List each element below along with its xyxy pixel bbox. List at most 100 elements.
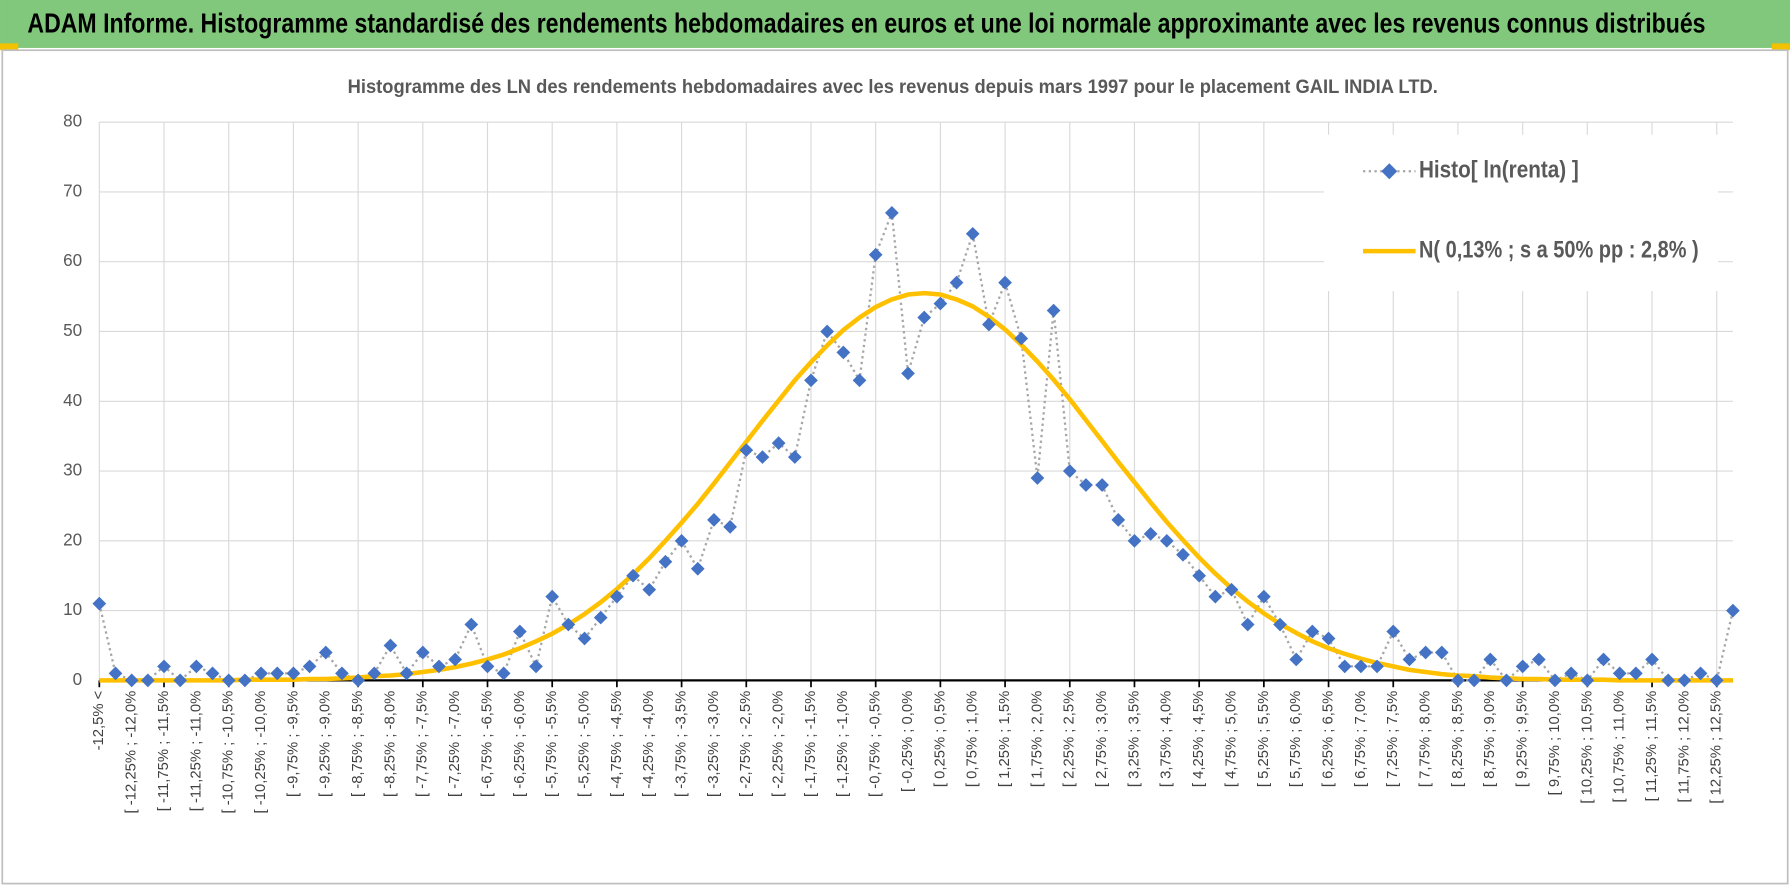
x-tick-label: [ 10,25% ; 10,5% bbox=[1579, 691, 1595, 804]
legend-marker bbox=[1381, 163, 1398, 180]
data-point bbox=[626, 568, 640, 583]
data-point bbox=[270, 666, 285, 681]
y-tick-label: 70 bbox=[63, 181, 82, 200]
data-point bbox=[723, 520, 737, 534]
data-point bbox=[302, 659, 317, 674]
data-point bbox=[205, 666, 220, 681]
x-tick-label: [ -5,75% ; -5,5% bbox=[544, 691, 560, 797]
data-point bbox=[286, 666, 301, 681]
y-tick-label: 20 bbox=[63, 530, 82, 549]
x-tick-label: [ -6,75% ; -6,5% bbox=[479, 691, 495, 797]
x-tick-label: [ 9,75% ; 10,0% bbox=[1547, 691, 1563, 796]
plot-area: 0 10 20 30 40 50 60 70 80 -12,5% < [ -12,25% ; -12… bbox=[63, 112, 1740, 814]
x-tick-label: [ 2,75% ; 3,0% bbox=[1094, 691, 1110, 787]
x-tick-label: [ 3,25% ; 3,5% bbox=[1126, 691, 1142, 787]
x-tick-label: [ 8,25% ; 8,5% bbox=[1450, 691, 1466, 787]
data-point bbox=[1629, 666, 1643, 681]
data-point bbox=[464, 617, 479, 632]
y-tick-label: 10 bbox=[63, 600, 82, 619]
x-tick-label: [ -11,75% ; -11,5% bbox=[156, 691, 172, 812]
x-tick-label: [ 3,75% ; 4,0% bbox=[1159, 691, 1175, 787]
data-point bbox=[1176, 547, 1190, 562]
x-tick-label: [ -3,75% ; -3,5% bbox=[674, 691, 690, 797]
x-tick-label: [ 6,75% ; 7,0% bbox=[1353, 691, 1369, 787]
x-tick-label: [ 1,25% ; 1,5% bbox=[997, 691, 1013, 787]
x-tick-label: [ 1,75% ; 2,0% bbox=[1029, 691, 1045, 787]
data-point bbox=[1273, 617, 1287, 632]
data-point bbox=[92, 596, 107, 611]
data-point bbox=[383, 638, 398, 653]
data-point bbox=[157, 659, 171, 674]
data-point bbox=[1192, 568, 1207, 583]
x-tick-label: [ -0,25% ; 0,0% bbox=[900, 691, 916, 792]
x-tick-label: [ -11,25% ; -11,0% bbox=[188, 691, 204, 812]
x-tick-label: [ -1,25% ; -1,0% bbox=[835, 691, 851, 797]
data-point bbox=[836, 345, 851, 360]
x-tick-label: [ 6,25% ; 6,5% bbox=[1320, 691, 1336, 787]
data-point bbox=[254, 666, 268, 681]
data-point bbox=[1046, 303, 1061, 318]
x-tick-label: [ -7,75% ; -7,5% bbox=[415, 691, 431, 797]
data-point bbox=[1305, 624, 1320, 639]
legend-box bbox=[1324, 134, 1719, 292]
x-tick-label: [ -2,25% ; -2,0% bbox=[771, 691, 787, 797]
y-tick-label: 50 bbox=[63, 321, 82, 340]
x-tick-label: [ 10,75% ; 11,0% bbox=[1612, 691, 1628, 803]
data-point bbox=[1257, 589, 1271, 604]
data-point bbox=[1240, 617, 1255, 632]
x-tick-label: [ 4,75% ; 5,0% bbox=[1223, 691, 1239, 787]
x-tick-label: [ -12,25% ; -12,0% bbox=[124, 691, 140, 814]
data-point bbox=[1386, 624, 1401, 639]
data-point bbox=[513, 624, 527, 639]
x-tick-label: -12,5% < bbox=[91, 691, 107, 751]
x-tick-label: [ 7,25% ; 7,5% bbox=[1385, 691, 1401, 787]
x-tick-label: [ -9,25% ; -9,0% bbox=[318, 691, 334, 797]
x-tick-label: [ 8,75% ; 9,0% bbox=[1482, 691, 1498, 787]
x-tick-label: [ 4,25% ; 4,5% bbox=[1191, 691, 1207, 787]
y-tick-label: 60 bbox=[63, 251, 82, 270]
data-point bbox=[820, 324, 835, 339]
data-point bbox=[965, 226, 980, 241]
x-tick-label: [ 9,25% ; 9,5% bbox=[1515, 691, 1531, 787]
legend-label: N( 0,13% ; s a 50% pp : 2,8% ) bbox=[1419, 236, 1699, 263]
data-point bbox=[755, 450, 770, 464]
corner-tab bbox=[0, 43, 19, 51]
x-tick-label: [ 5,25% ; 5,5% bbox=[1256, 691, 1272, 787]
chart-title: Histogramme des LN des rendements hebdom… bbox=[348, 76, 1438, 98]
x-tick-label: [ -4,75% ; -4,5% bbox=[609, 691, 625, 797]
data-point bbox=[949, 275, 964, 290]
data-point bbox=[399, 666, 414, 681]
y-tick-label: 0 bbox=[73, 670, 83, 689]
x-tick-label: [ 7,75% ; 8,0% bbox=[1418, 691, 1434, 787]
data-point bbox=[545, 589, 560, 604]
x-tick-label: [ -2,75% ; -2,5% bbox=[738, 691, 754, 797]
x-tick-label: [ -10,75% ; -10,5% bbox=[221, 691, 237, 814]
x-tick-label: [ -6,25% ; -6,0% bbox=[512, 691, 528, 797]
data-point bbox=[868, 247, 883, 262]
data-point bbox=[901, 366, 915, 381]
data-point bbox=[480, 659, 495, 674]
header-title: ADAM Informe. Histogramme standardisé de… bbox=[27, 7, 1705, 38]
data-point bbox=[1143, 526, 1158, 541]
data-point bbox=[690, 561, 705, 576]
data-point bbox=[189, 659, 204, 674]
data-point bbox=[933, 296, 948, 311]
x-tick-label: [ -5,25% ; -5,0% bbox=[576, 691, 592, 797]
data-point bbox=[1515, 659, 1530, 674]
x-tick-label: [ -4,25% ; -4,0% bbox=[641, 691, 657, 797]
data-point bbox=[496, 666, 511, 681]
x-tick-label: [ -8,25% ; -8,0% bbox=[382, 691, 398, 797]
y-tick-label: 30 bbox=[63, 461, 82, 480]
x-tick-label: [ -7,25% ; -7,0% bbox=[447, 691, 463, 797]
x-tick-label: [ -3,25% ; -3,0% bbox=[706, 691, 722, 797]
data-point bbox=[448, 652, 463, 667]
data-point bbox=[1079, 478, 1093, 492]
data-point bbox=[108, 666, 123, 681]
x-tick-label: [ -10,25% ; -10,0% bbox=[253, 691, 269, 814]
data-point bbox=[1596, 652, 1611, 667]
x-tick-label: [ 12,25% ; 12,5% bbox=[1709, 691, 1725, 804]
data-point bbox=[787, 450, 802, 464]
x-tick-label: [ 0,75% ; 1,0% bbox=[965, 691, 981, 787]
corner-tab bbox=[1771, 43, 1790, 51]
x-tick-label: [ -9,75% ; -9,5% bbox=[285, 691, 301, 797]
